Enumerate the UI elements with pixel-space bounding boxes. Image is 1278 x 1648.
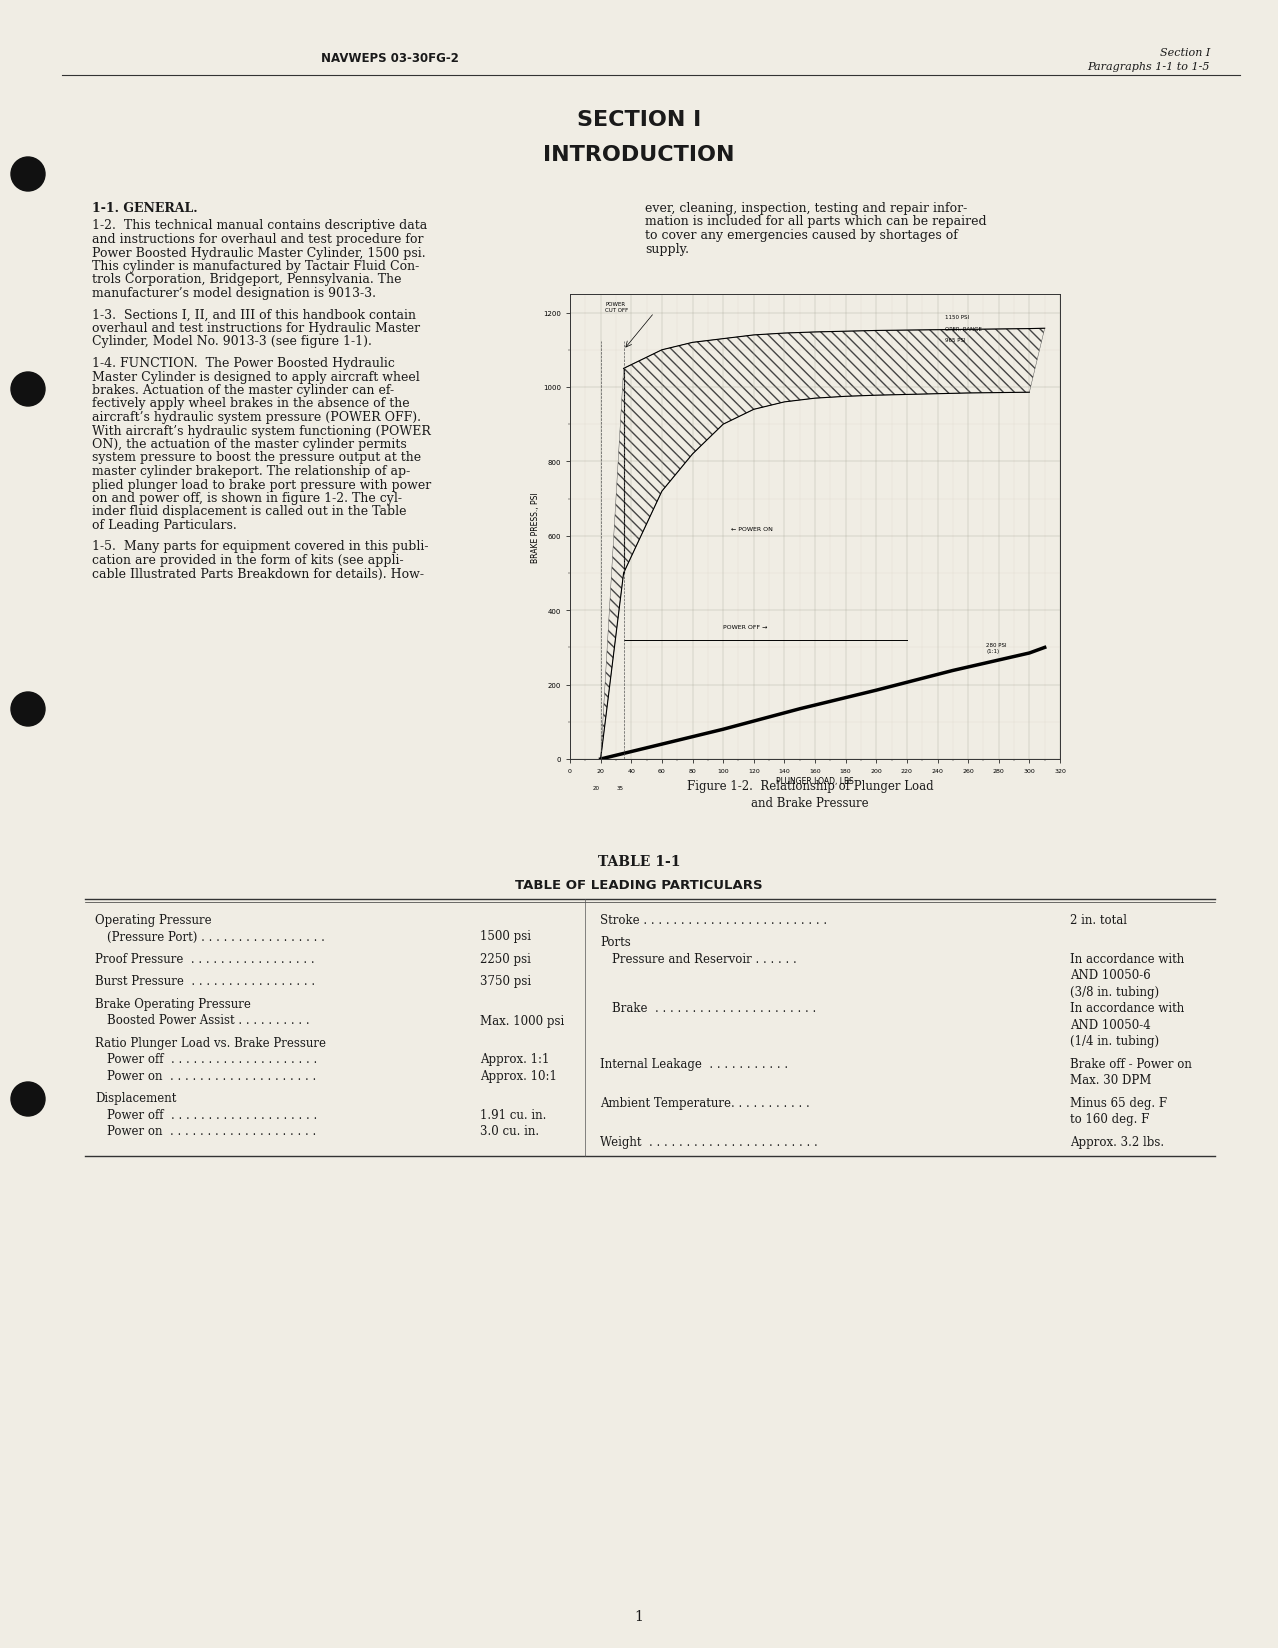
Text: 1-5.  Many parts for equipment covered in this publi-: 1-5. Many parts for equipment covered in… — [92, 541, 428, 554]
Text: ON), the actuation of the master cylinder permits: ON), the actuation of the master cylinde… — [92, 438, 406, 450]
Text: 3.0 cu. in.: 3.0 cu. in. — [481, 1126, 539, 1137]
Y-axis label: BRAKE PRESS., PSI: BRAKE PRESS., PSI — [532, 491, 541, 562]
Text: Burst Pressure  . . . . . . . . . . . . . . . . .: Burst Pressure . . . . . . . . . . . . .… — [95, 976, 316, 987]
Text: AND 10050-4: AND 10050-4 — [1070, 1018, 1150, 1032]
Text: on and power off, is shown in figure 1-2. The cyl-: on and power off, is shown in figure 1-2… — [92, 491, 403, 504]
Text: Figure 1-2.  Relationship of Plunger Load: Figure 1-2. Relationship of Plunger Load — [686, 780, 933, 793]
Text: AND 10050-6: AND 10050-6 — [1070, 969, 1150, 982]
Text: Displacement: Displacement — [95, 1093, 176, 1104]
Text: With aircraft’s hydraulic system functioning (POWER: With aircraft’s hydraulic system functio… — [92, 424, 431, 437]
Text: aircraft’s hydraulic system pressure (POWER OFF).: aircraft’s hydraulic system pressure (PO… — [92, 410, 420, 424]
Text: TABLE 1-1: TABLE 1-1 — [598, 854, 680, 868]
Text: Approx. 3.2 lbs.: Approx. 3.2 lbs. — [1070, 1135, 1164, 1149]
Text: cable Illustrated Parts Breakdown for details). How-: cable Illustrated Parts Breakdown for de… — [92, 567, 424, 580]
Text: Ambient Temperature. . . . . . . . . . .: Ambient Temperature. . . . . . . . . . . — [599, 1096, 810, 1109]
Text: OPER. RANGE: OPER. RANGE — [946, 326, 982, 331]
Text: Max. 1000 psi: Max. 1000 psi — [481, 1014, 565, 1027]
Text: Proof Pressure  . . . . . . . . . . . . . . . . .: Proof Pressure . . . . . . . . . . . . .… — [95, 953, 314, 966]
Circle shape — [12, 1083, 45, 1116]
Text: mation is included for all parts which can be repaired: mation is included for all parts which c… — [645, 216, 987, 229]
Text: Master Cylinder is designed to apply aircraft wheel: Master Cylinder is designed to apply air… — [92, 371, 419, 384]
Text: 280 PSI
(1:1): 280 PSI (1:1) — [987, 643, 1007, 653]
Text: SECTION I: SECTION I — [576, 110, 702, 130]
Text: Stroke . . . . . . . . . . . . . . . . . . . . . . . . .: Stroke . . . . . . . . . . . . . . . . .… — [599, 913, 827, 926]
Text: Minus 65 deg. F: Minus 65 deg. F — [1070, 1096, 1167, 1109]
Text: 1-4. FUNCTION.  The Power Boosted Hydraulic: 1-4. FUNCTION. The Power Boosted Hydraul… — [92, 356, 395, 369]
Text: Cylinder, Model No. 9013-3 (see figure 1-1).: Cylinder, Model No. 9013-3 (see figure 1… — [92, 335, 372, 348]
Text: Weight  . . . . . . . . . . . . . . . . . . . . . . .: Weight . . . . . . . . . . . . . . . . .… — [599, 1135, 818, 1149]
Text: Operating Pressure: Operating Pressure — [95, 913, 212, 926]
Text: Approx. 1:1: Approx. 1:1 — [481, 1053, 550, 1066]
Text: Section I: Section I — [1159, 48, 1210, 58]
Text: (1/4 in. tubing): (1/4 in. tubing) — [1070, 1035, 1159, 1048]
Text: Boosted Power Assist . . . . . . . . . .: Boosted Power Assist . . . . . . . . . . — [107, 1014, 309, 1027]
Text: fectively apply wheel brakes in the absence of the: fectively apply wheel brakes in the abse… — [92, 397, 410, 410]
Text: supply.: supply. — [645, 242, 689, 255]
Text: inder fluid displacement is called out in the Table: inder fluid displacement is called out i… — [92, 506, 406, 517]
X-axis label: PLUNGER LOAD, LBS: PLUNGER LOAD, LBS — [776, 776, 854, 786]
Text: Brake  . . . . . . . . . . . . . . . . . . . . . .: Brake . . . . . . . . . . . . . . . . . … — [612, 1002, 817, 1015]
Text: 2250 psi: 2250 psi — [481, 953, 530, 966]
Text: Max. 30 DPM: Max. 30 DPM — [1070, 1074, 1151, 1086]
Text: Power on  . . . . . . . . . . . . . . . . . . . .: Power on . . . . . . . . . . . . . . . .… — [107, 1126, 316, 1137]
Text: In accordance with: In accordance with — [1070, 953, 1185, 966]
Text: Power off  . . . . . . . . . . . . . . . . . . . .: Power off . . . . . . . . . . . . . . . … — [107, 1053, 317, 1066]
Text: Power on  . . . . . . . . . . . . . . . . . . . .: Power on . . . . . . . . . . . . . . . .… — [107, 1070, 316, 1083]
Text: 3750 psi: 3750 psi — [481, 976, 532, 987]
Text: manufacturer’s model designation is 9013-3.: manufacturer’s model designation is 9013… — [92, 287, 376, 300]
Text: Pressure and Reservoir . . . . . .: Pressure and Reservoir . . . . . . — [612, 953, 796, 966]
Text: In accordance with: In accordance with — [1070, 1002, 1185, 1015]
Text: Power Boosted Hydraulic Master Cylinder, 1500 psi.: Power Boosted Hydraulic Master Cylinder,… — [92, 246, 426, 259]
Text: ever, cleaning, inspection, testing and repair infor-: ever, cleaning, inspection, testing and … — [645, 201, 967, 214]
Text: TABLE OF LEADING PARTICULARS: TABLE OF LEADING PARTICULARS — [515, 878, 763, 892]
Text: trols Corporation, Bridgeport, Pennsylvania. The: trols Corporation, Bridgeport, Pennsylva… — [92, 274, 401, 287]
Text: of Leading Particulars.: of Leading Particulars. — [92, 519, 236, 532]
Text: INTRODUCTION: INTRODUCTION — [543, 145, 735, 165]
Text: 2 in. total: 2 in. total — [1070, 913, 1127, 926]
Text: NAVWEPS 03-30FG-2: NAVWEPS 03-30FG-2 — [321, 53, 459, 64]
Text: 1150 PSI: 1150 PSI — [946, 315, 969, 320]
Text: overhaul and test instructions for Hydraulic Master: overhaul and test instructions for Hydra… — [92, 321, 420, 335]
Text: Brake Operating Pressure: Brake Operating Pressure — [95, 997, 250, 1010]
Text: ← POWER ON: ← POWER ON — [731, 527, 773, 532]
Text: (3/8 in. tubing): (3/8 in. tubing) — [1070, 986, 1159, 999]
Circle shape — [12, 372, 45, 407]
Text: to cover any emergencies caused by shortages of: to cover any emergencies caused by short… — [645, 229, 958, 242]
Text: 1: 1 — [635, 1608, 643, 1623]
Text: Paragraphs 1-1 to 1-5: Paragraphs 1-1 to 1-5 — [1088, 63, 1210, 73]
Circle shape — [12, 158, 45, 191]
Text: 20: 20 — [593, 786, 599, 791]
Text: Approx. 10:1: Approx. 10:1 — [481, 1070, 557, 1083]
Text: This cylinder is manufactured by Tactair Fluid Con-: This cylinder is manufactured by Tactair… — [92, 260, 419, 274]
Text: 1-1. GENERAL.: 1-1. GENERAL. — [92, 201, 198, 214]
Circle shape — [12, 692, 45, 727]
Text: POWER
CUT OFF: POWER CUT OFF — [606, 302, 629, 313]
Text: (Pressure Port) . . . . . . . . . . . . . . . . .: (Pressure Port) . . . . . . . . . . . . … — [107, 929, 325, 943]
Text: Power off  . . . . . . . . . . . . . . . . . . . .: Power off . . . . . . . . . . . . . . . … — [107, 1109, 317, 1121]
Text: 1-2.  This technical manual contains descriptive data: 1-2. This technical manual contains desc… — [92, 219, 427, 232]
Text: plied plunger load to brake port pressure with power: plied plunger load to brake port pressur… — [92, 478, 431, 491]
Text: 965 PSI: 965 PSI — [946, 338, 966, 343]
Text: and Brake Pressure: and Brake Pressure — [751, 796, 869, 809]
Text: system pressure to boost the pressure output at the: system pressure to boost the pressure ou… — [92, 452, 422, 465]
Text: 1-3.  Sections I, II, and III of this handbook contain: 1-3. Sections I, II, and III of this han… — [92, 308, 417, 321]
Text: POWER OFF →: POWER OFF → — [723, 625, 768, 630]
Text: Brake off - Power on: Brake off - Power on — [1070, 1058, 1192, 1070]
Text: 1500 psi: 1500 psi — [481, 929, 530, 943]
Text: and instructions for overhaul and test procedure for: and instructions for overhaul and test p… — [92, 232, 423, 246]
Text: 1.91 cu. in.: 1.91 cu. in. — [481, 1109, 547, 1121]
Text: master cylinder brakeport. The relationship of ap-: master cylinder brakeport. The relations… — [92, 465, 410, 478]
Text: brakes. Actuation of the master cylinder can ef-: brakes. Actuation of the master cylinder… — [92, 384, 394, 397]
Text: cation are provided in the form of kits (see appli-: cation are provided in the form of kits … — [92, 554, 404, 567]
Text: Ratio Plunger Load vs. Brake Pressure: Ratio Plunger Load vs. Brake Pressure — [95, 1037, 326, 1050]
Text: to 160 deg. F: to 160 deg. F — [1070, 1112, 1149, 1126]
Text: Ports: Ports — [599, 936, 631, 949]
Text: 35: 35 — [617, 786, 624, 791]
Text: Internal Leakage  . . . . . . . . . . .: Internal Leakage . . . . . . . . . . . — [599, 1058, 789, 1070]
